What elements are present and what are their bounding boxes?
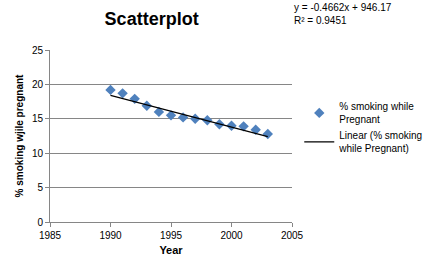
svg-text:Linear (% smokingwhile Pregnan: Linear (% smokingwhile Pregnant) <box>338 130 422 154</box>
svg-text:R² = 0.9451: R² = 0.9451 <box>294 15 347 26</box>
svg-text:5: 5 <box>37 182 43 193</box>
svg-text:0: 0 <box>37 217 43 228</box>
svg-text:20: 20 <box>32 79 44 90</box>
svg-text:1990: 1990 <box>99 230 122 241</box>
svg-text:2005: 2005 <box>281 230 304 241</box>
svg-text:1995: 1995 <box>160 230 183 241</box>
svg-text:25: 25 <box>32 45 44 56</box>
svg-text:1985: 1985 <box>39 230 62 241</box>
svg-text:15: 15 <box>32 113 44 124</box>
svg-text:Year: Year <box>159 244 183 256</box>
svg-text:% smoking wjile pregnant: % smoking wjile pregnant <box>14 74 25 197</box>
svg-text:10: 10 <box>32 148 44 159</box>
svg-text:Scatterplot: Scatterplot <box>105 9 199 29</box>
svg-text:2000: 2000 <box>220 230 243 241</box>
svg-text:y = -0.4662x + 946.17: y = -0.4662x + 946.17 <box>294 2 392 13</box>
svg-text:% smoking whilePregnant: % smoking whilePregnant <box>339 101 414 125</box>
